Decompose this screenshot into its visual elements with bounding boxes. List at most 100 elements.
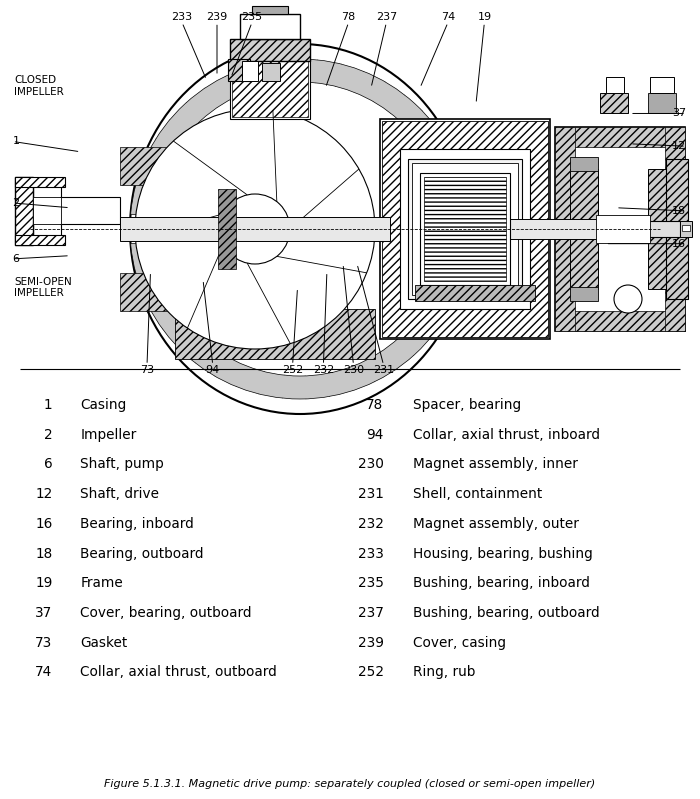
Bar	[120, 147, 260, 185]
Bar	[262, 63, 280, 81]
Bar	[120, 273, 260, 311]
Text: CLOSED
IMPELLER: CLOSED IMPELLER	[14, 75, 64, 97]
Bar	[600, 93, 628, 113]
Bar	[33, 183, 61, 238]
Text: 18: 18	[35, 547, 52, 561]
Bar	[240, 14, 300, 39]
Text: Shaft, drive: Shaft, drive	[80, 487, 160, 501]
Bar	[412, 163, 518, 295]
Text: Shaft, pump: Shaft, pump	[80, 457, 164, 471]
Text: 231: 231	[373, 365, 394, 376]
Bar	[650, 77, 674, 93]
Text: Frame: Frame	[80, 576, 123, 590]
Bar	[555, 127, 685, 147]
Bar	[15, 177, 65, 187]
Text: Ring, rub: Ring, rub	[413, 666, 475, 679]
Bar	[570, 157, 598, 171]
Text: 18: 18	[672, 206, 686, 216]
Bar	[630, 221, 680, 237]
Text: Cover, bearing, outboard: Cover, bearing, outboard	[80, 606, 252, 620]
Text: 16: 16	[672, 239, 686, 248]
Text: 232: 232	[358, 517, 384, 531]
Bar	[15, 177, 33, 245]
Bar	[648, 169, 676, 289]
Text: Gasket: Gasket	[80, 636, 127, 650]
Bar	[242, 61, 258, 81]
Text: Spacer, bearing: Spacer, bearing	[413, 398, 521, 412]
Text: 237: 237	[358, 606, 384, 620]
Bar	[230, 59, 310, 119]
Text: 235: 235	[358, 576, 384, 590]
Bar	[648, 93, 676, 113]
Text: 6: 6	[13, 254, 20, 264]
Bar	[666, 159, 688, 299]
Text: Shell, containment: Shell, containment	[413, 487, 542, 501]
Text: Casing: Casing	[80, 398, 127, 412]
Bar	[230, 39, 310, 61]
Text: 239: 239	[358, 636, 384, 650]
Text: 252: 252	[282, 365, 303, 376]
Ellipse shape	[153, 69, 447, 389]
Bar	[120, 217, 390, 241]
Text: Housing, bearing, bushing: Housing, bearing, bushing	[413, 547, 593, 561]
Bar	[682, 225, 690, 231]
Circle shape	[614, 285, 642, 313]
Text: Collar, axial thrust, outboard: Collar, axial thrust, outboard	[80, 666, 277, 679]
Text: 230: 230	[343, 365, 364, 376]
Text: Magnet assembly, outer: Magnet assembly, outer	[413, 517, 579, 531]
Bar	[380, 119, 550, 339]
Text: Collar, axial thrust, inboard: Collar, axial thrust, inboard	[413, 427, 600, 442]
Text: 37: 37	[35, 606, 52, 620]
Bar	[415, 285, 535, 301]
Wedge shape	[131, 59, 470, 217]
Bar	[0, 9, 700, 449]
Text: 233: 233	[172, 12, 193, 22]
Text: 235: 235	[241, 12, 262, 22]
Bar	[424, 177, 506, 281]
Text: Bearing, outboard: Bearing, outboard	[80, 547, 204, 561]
Text: Magnet assembly, inner: Magnet assembly, inner	[413, 457, 578, 471]
Text: 19: 19	[35, 576, 52, 590]
Text: 6: 6	[44, 457, 52, 471]
Bar	[400, 149, 530, 309]
Text: 2: 2	[44, 427, 52, 442]
Bar	[596, 215, 650, 243]
Text: 16: 16	[35, 517, 52, 531]
Bar	[33, 197, 61, 224]
Bar	[175, 309, 375, 359]
Text: 2: 2	[13, 198, 20, 208]
Text: 237: 237	[376, 12, 397, 22]
Bar	[60, 197, 120, 224]
Text: Bushing, bearing, outboard: Bushing, bearing, outboard	[413, 606, 600, 620]
Bar	[420, 173, 510, 285]
Bar	[460, 219, 630, 239]
Text: SEMI-OPEN
IMPELLER: SEMI-OPEN IMPELLER	[14, 276, 71, 299]
Bar	[252, 6, 288, 14]
Text: 37: 37	[672, 109, 686, 118]
Text: 12: 12	[672, 141, 686, 151]
Text: 233: 233	[358, 547, 384, 561]
Text: 74: 74	[35, 666, 52, 679]
Bar	[218, 189, 236, 269]
Bar	[555, 127, 685, 331]
Circle shape	[135, 109, 375, 349]
Text: 94: 94	[206, 365, 220, 376]
Text: 1: 1	[44, 398, 52, 412]
Text: 94: 94	[366, 427, 384, 442]
Text: 74: 74	[441, 12, 455, 22]
Bar	[555, 127, 575, 331]
Bar	[570, 169, 598, 289]
Text: Cover, casing: Cover, casing	[413, 636, 506, 650]
Text: 73: 73	[35, 636, 52, 650]
Bar	[606, 77, 624, 93]
Bar	[15, 235, 65, 245]
Text: 252: 252	[358, 666, 384, 679]
Bar	[555, 311, 685, 331]
Bar	[232, 61, 308, 117]
Text: 78: 78	[366, 398, 384, 412]
Bar	[665, 127, 685, 331]
Text: 73: 73	[140, 365, 154, 376]
Text: 231: 231	[358, 487, 384, 501]
Text: Figure 5.1.3.1. Magnetic drive pump: separately coupled (closed or semi-open imp: Figure 5.1.3.1. Magnetic drive pump: sep…	[104, 779, 596, 789]
Text: 239: 239	[206, 12, 228, 22]
